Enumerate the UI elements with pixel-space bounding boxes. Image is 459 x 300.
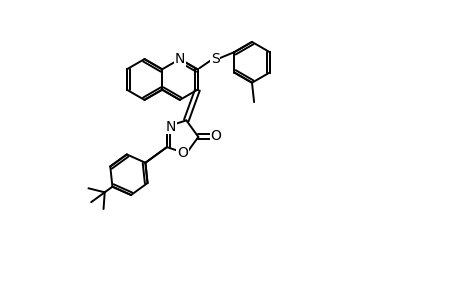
Text: N: N	[174, 52, 185, 66]
Text: S: S	[210, 52, 219, 66]
Text: N: N	[165, 120, 176, 134]
Text: O: O	[210, 129, 221, 143]
Text: O: O	[177, 146, 187, 161]
